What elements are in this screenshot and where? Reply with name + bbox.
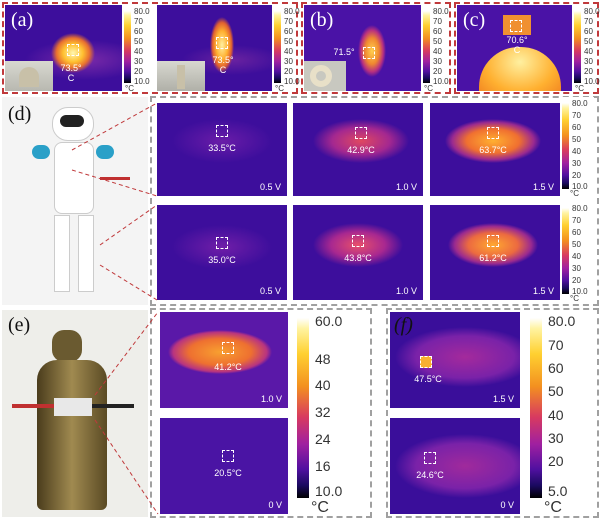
measurement-box	[216, 237, 228, 249]
measurement-box	[424, 452, 436, 464]
voltage-label: 1.5 V	[532, 182, 554, 192]
thermal-image-f-1.5v: (f) 47.5°C 1.5 V	[390, 312, 520, 408]
temperature-readout: 35.0°C	[208, 255, 236, 265]
thermal-image-d-1.5v-top: 63.7°C 1.5 V	[430, 103, 560, 196]
thermal-image-b: (b) 71.5°	[304, 5, 421, 91]
measurement-box	[363, 47, 375, 59]
temperature-readout: 43.8°C	[344, 253, 372, 263]
temperature-readout: 33.5°C	[208, 143, 236, 153]
colorbar-e: 60.0 48 40 32 24 16 10.0 °C	[293, 312, 369, 516]
measurement-box	[222, 342, 234, 354]
robot-photo: (d)	[2, 97, 148, 305]
voltage-label: 0 V	[500, 500, 514, 510]
temperature-readout: 71.5°	[333, 47, 355, 57]
colorbar-d-top: 80.0 70 60 50 40 30 20 10.0 °C	[560, 97, 594, 198]
panel-b-frame	[301, 2, 451, 94]
colorbar-c: 80.0 70 60 50 40 30 20 10.0 °C	[572, 5, 600, 93]
thermal-image-a2: 73.5° C	[157, 5, 272, 91]
temperature-readout: 42.9°C	[347, 145, 375, 155]
panel-c-frame	[454, 2, 599, 94]
measurement-box	[352, 235, 364, 247]
temperature-readout: 70.6° C	[506, 35, 528, 55]
colorbar-f: 80.0 70 60 50 40 30 20 5.0 °C	[526, 312, 596, 516]
panel-f-label: (f)	[394, 314, 413, 336]
temperature-readout: 73.5° C	[212, 55, 234, 75]
thermal-image-e-0v: 20.5°C 0 V	[160, 418, 288, 514]
inset-photo-a2	[157, 61, 205, 91]
panel-d-frame	[150, 96, 599, 306]
colorbar-a2: 80.0 70 60 50 40 30 20 10.0 °C	[272, 5, 300, 93]
colorbar-b: 80.0 70 60 50 40 30 20 10.0 °C	[421, 5, 449, 93]
temperature-readout: 47.5°C	[414, 374, 442, 384]
panel-c-label: (c)	[463, 9, 486, 31]
voltage-label: 0.5 V	[259, 286, 281, 296]
voltage-label: 0.5 V	[259, 182, 281, 192]
terracotta-warrior-photo: (e)	[2, 310, 148, 517]
voltage-label: 1.0 V	[260, 394, 282, 404]
colorbar-a1: 80.0 70 60 50 40 30 20 10.0 °C	[122, 5, 152, 93]
inset-photo-a1	[5, 61, 53, 91]
panel-a-frame	[2, 2, 298, 94]
voltage-label: 1.5 V	[492, 394, 514, 404]
temperature-readout: 63.7°C	[479, 145, 507, 155]
measurement-box	[216, 37, 228, 49]
thermal-image-d-1.0v-bottom: 43.8°C 1.0 V	[293, 205, 423, 300]
measurement-box	[222, 450, 234, 462]
inset-photo-b	[304, 61, 346, 91]
thermal-image-f-0v: 24.6°C 0 V	[390, 418, 520, 514]
thermal-image-a1: (a) 73.5° C	[5, 5, 122, 91]
temperature-readout: 24.6°C	[416, 470, 444, 480]
panel-b-label: (b)	[310, 9, 334, 31]
measurement-box	[420, 356, 432, 368]
thermal-image-d-0.5v-top: 33.5°C 0.5 V	[157, 103, 287, 196]
measurement-box	[67, 44, 79, 56]
measurement-box	[216, 125, 228, 137]
measurement-box	[487, 235, 499, 247]
temperature-readout: 41.2°C	[214, 362, 242, 372]
thermal-image-d-1.5v-bottom: 61.2°C 1.5 V	[430, 205, 560, 300]
voltage-label: 1.0 V	[395, 286, 417, 296]
thermal-image-e-1.0v: 41.2°C 1.0 V	[160, 312, 288, 408]
panel-a-label: (a)	[11, 9, 34, 31]
colorbar-d-bottom: 80.0 70 60 50 40 30 20 10.0 °C	[560, 202, 594, 303]
temperature-readout: 73.5° C	[60, 63, 82, 83]
panel-d-label: (d)	[8, 103, 32, 125]
measurement-box	[487, 127, 499, 139]
thermal-image-c: (c) 70.6° C	[457, 5, 572, 91]
voltage-label: 0 V	[268, 500, 282, 510]
thermal-image-d-0.5v-bottom: 35.0°C 0.5 V	[157, 205, 287, 300]
panel-e-label: (e)	[8, 314, 31, 336]
voltage-label: 1.5 V	[532, 286, 554, 296]
temperature-readout: 20.5°C	[214, 468, 242, 478]
measurement-box	[355, 127, 367, 139]
voltage-label: 1.0 V	[395, 182, 417, 192]
panel-f-frame	[386, 308, 599, 518]
measurement-box	[510, 20, 522, 32]
temperature-readout: 61.2°C	[479, 253, 507, 263]
thermal-image-d-1.0v-top: 42.9°C 1.0 V	[293, 103, 423, 196]
panel-e-frame	[150, 308, 372, 518]
